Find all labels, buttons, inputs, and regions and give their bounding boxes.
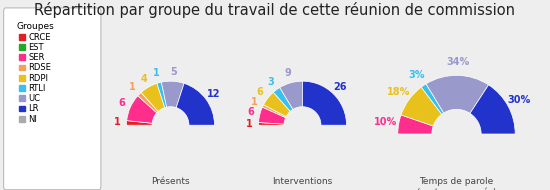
Wedge shape (280, 81, 302, 109)
Text: 1: 1 (251, 97, 257, 107)
Text: Présents: Présents (151, 177, 190, 186)
Wedge shape (273, 88, 293, 111)
Text: 9: 9 (285, 68, 292, 78)
Wedge shape (401, 87, 442, 126)
Text: 1: 1 (245, 119, 252, 129)
Wedge shape (262, 105, 286, 118)
Wedge shape (426, 75, 488, 113)
Legend: CRCE, EST, SER, RDSE, RDPI, RTLI, UC, LR, NI: CRCE, EST, SER, RDSE, RDPI, RTLI, UC, LR… (14, 21, 56, 125)
Text: 18%: 18% (387, 87, 410, 97)
Wedge shape (263, 92, 290, 117)
Text: 12: 12 (207, 89, 221, 99)
Wedge shape (421, 84, 444, 114)
Wedge shape (141, 83, 165, 112)
Text: 1: 1 (153, 68, 160, 78)
Wedge shape (470, 85, 515, 134)
Wedge shape (258, 123, 284, 125)
Text: 1: 1 (113, 117, 120, 127)
Text: 6: 6 (257, 87, 263, 97)
Text: 10%: 10% (375, 117, 398, 127)
Text: 6: 6 (247, 107, 254, 117)
Text: 1: 1 (129, 82, 136, 92)
Wedge shape (126, 121, 152, 125)
Wedge shape (157, 82, 167, 108)
Wedge shape (138, 93, 158, 113)
Text: 26: 26 (334, 82, 347, 92)
Text: 5: 5 (170, 66, 177, 77)
Text: Interventions: Interventions (272, 177, 333, 186)
Wedge shape (126, 96, 157, 123)
Wedge shape (398, 115, 433, 134)
FancyBboxPatch shape (4, 8, 101, 190)
Wedge shape (258, 107, 285, 124)
Text: 3%: 3% (408, 70, 425, 80)
Text: 6: 6 (118, 98, 125, 108)
Text: Répartition par groupe du travail de cette réunion de commission: Répartition par groupe du travail de cet… (35, 2, 515, 18)
Wedge shape (176, 83, 214, 125)
Wedge shape (302, 81, 346, 125)
Text: 30%: 30% (508, 95, 531, 105)
Text: 3: 3 (267, 77, 274, 87)
Wedge shape (161, 81, 184, 108)
Text: 34%: 34% (446, 57, 469, 67)
Text: Temps de parole
(mots prononcés): Temps de parole (mots prononcés) (417, 177, 496, 190)
Text: 4: 4 (140, 74, 147, 84)
